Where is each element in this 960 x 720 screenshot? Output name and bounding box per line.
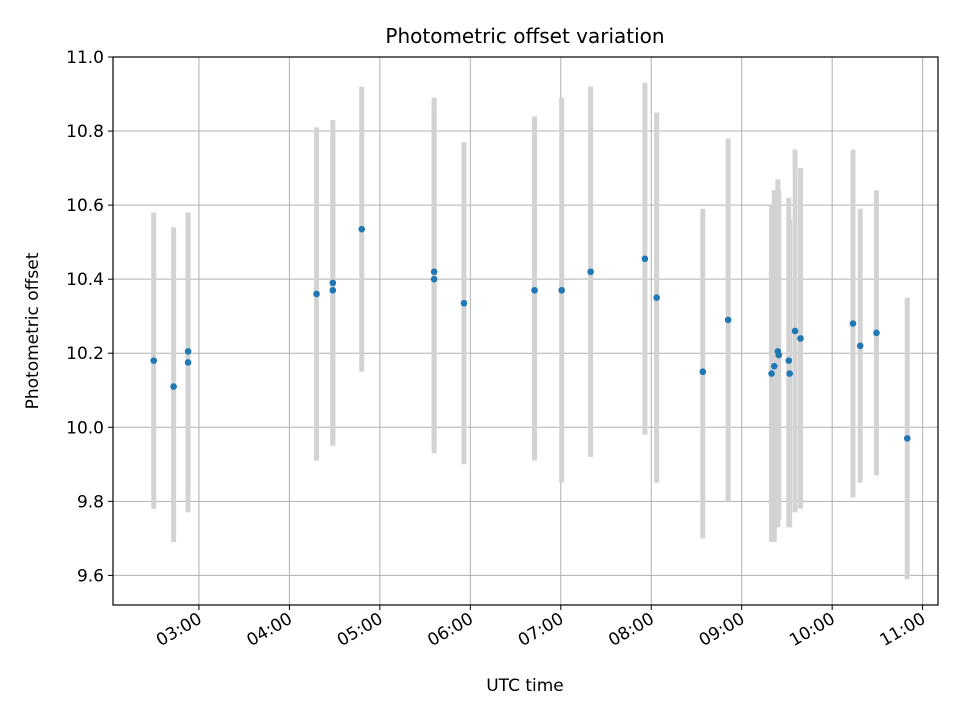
data-point (358, 225, 366, 233)
data-point (430, 275, 438, 283)
y-tick-label: 10.2 (66, 344, 104, 364)
data-point (775, 351, 783, 359)
y-tick-label: 9.8 (77, 492, 104, 512)
y-tick-label: 11.0 (66, 48, 104, 68)
data-points (150, 225, 911, 442)
data-point (903, 435, 911, 442)
data-point (786, 370, 793, 377)
y-tick-label: 9.6 (77, 566, 104, 586)
chart-title: Photometric offset variation (385, 24, 664, 48)
data-point (184, 348, 192, 355)
x-axis-label: UTC time (486, 676, 564, 696)
data-point (531, 286, 538, 294)
y-tick-label: 10.4 (66, 270, 104, 290)
data-point (329, 286, 337, 294)
data-point (150, 357, 158, 364)
data-point (849, 320, 857, 327)
y-tick-label: 10.6 (66, 196, 104, 216)
data-point (641, 255, 649, 263)
y-axis-label: Photometric offset (23, 252, 43, 409)
data-point (699, 368, 707, 376)
data-point (329, 279, 337, 287)
y-tick-label: 10.0 (66, 418, 104, 438)
data-point (653, 294, 660, 301)
data-point (313, 290, 320, 298)
data-point (170, 383, 177, 390)
data-point (856, 342, 864, 350)
data-point (797, 335, 804, 342)
data-point (558, 286, 565, 294)
data-point (724, 316, 732, 324)
plot-frame (112, 56, 939, 606)
data-point (184, 359, 192, 366)
data-point (587, 268, 594, 276)
data-point (430, 268, 438, 276)
data-point (873, 329, 880, 337)
data-point (768, 370, 775, 377)
y-tick-label: 10.8 (66, 122, 104, 142)
data-point (460, 299, 468, 307)
data-point (791, 327, 799, 335)
data-point (770, 362, 778, 370)
data-point (785, 357, 793, 364)
